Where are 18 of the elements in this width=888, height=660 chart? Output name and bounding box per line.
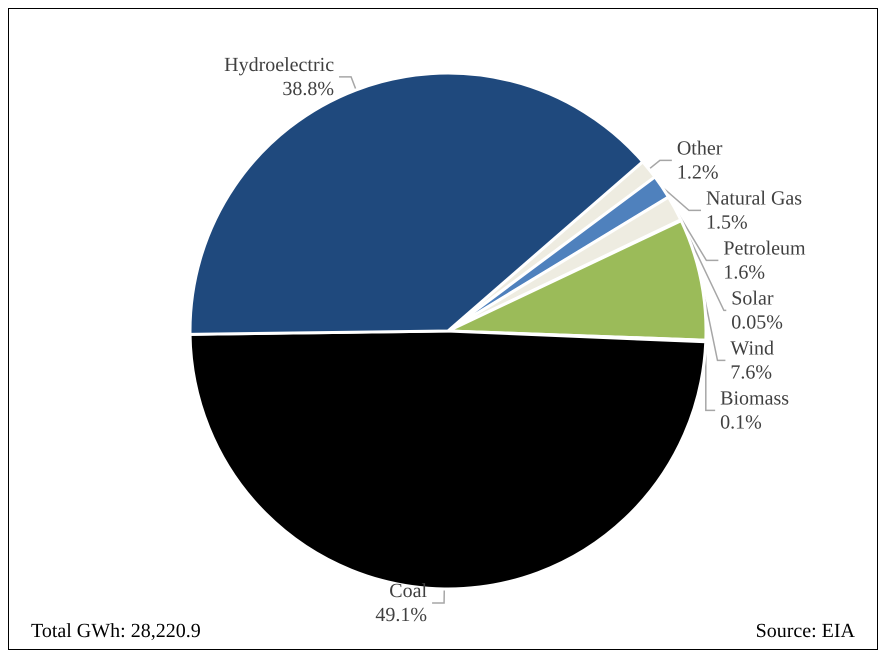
data-label: 1.2% <box>676 161 719 184</box>
text: Total GWh: 28,220.9 <box>31 620 201 642</box>
data-label: 1.5% <box>706 211 748 234</box>
data-label: 0.1% <box>720 411 762 434</box>
slice-label: Petroleum <box>723 237 806 260</box>
data-label: 49.1% <box>375 604 428 626</box>
slice-label: Biomass <box>720 387 790 410</box>
slice-label: Hydroelectric <box>224 54 334 76</box>
slice-label: Natural Gas <box>706 187 802 210</box>
data-label: 0.05% <box>731 311 783 334</box>
source-note: Source: EIA <box>756 620 856 642</box>
slice-label: Other <box>676 137 723 160</box>
slice-label: Coal <box>389 580 428 602</box>
slice-label: Solar <box>731 287 774 310</box>
data-label: 7.6% <box>730 361 772 384</box>
data-label: 38.8% <box>282 78 334 100</box>
slice-label: Wind <box>730 337 774 360</box>
data-label: 1.6% <box>723 261 766 284</box>
